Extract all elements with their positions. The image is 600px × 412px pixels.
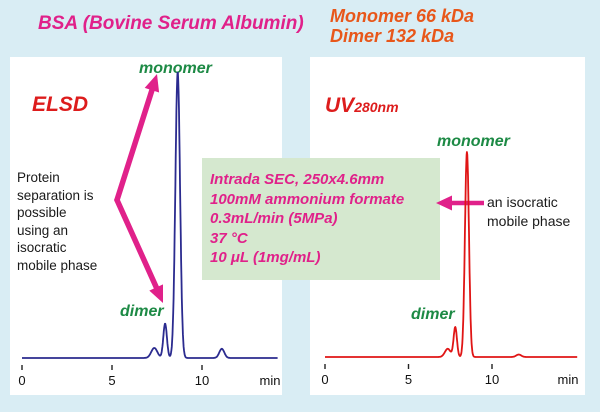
x-tick-label: 5 <box>405 372 412 387</box>
dimer-peak-label-right: dimer <box>411 306 455 323</box>
isocratic-note-right: an isocratic mobile phase <box>487 194 571 229</box>
x-tick-label: 0 <box>18 373 25 388</box>
monomer-peak-label-right: monomer <box>437 133 510 150</box>
uv-text: UV <box>325 94 355 117</box>
method-conditions-box: Intrada SEC, 250x4.6mm 100mM ammonium fo… <box>202 158 440 280</box>
dimer-mass: Dimer 132 kDa <box>330 26 455 46</box>
elsd-panel: 0 5 10 min ELSD monomer dimer Protein separ… <box>10 57 282 395</box>
x-tick-label: 10 <box>485 372 499 387</box>
x-tick-label: 0 <box>321 372 328 387</box>
elsd-chromatogram-svg: 0 5 10 min <box>18 71 281 388</box>
uv-detector-label: UV280nm <box>325 94 399 118</box>
method-mobile-phase: 100mM ammonium formate <box>210 190 405 208</box>
x-tick-label: 5 <box>108 373 115 388</box>
method-flow-rate: 0.3mL/min (5MPa) <box>210 210 338 227</box>
x-tick-label: 10 <box>195 373 209 388</box>
method-temperature: 37 °C <box>210 229 248 247</box>
x-axis-unit-label: min <box>558 372 579 387</box>
uv-panel: 0 5 10 min UV280nm monomer dimer an isocrat… <box>310 57 585 395</box>
method-injection: 10 μL (1mg/mL) <box>210 249 321 266</box>
dimer-peak-label-left: dimer <box>120 303 164 320</box>
uv-chromatogram-svg: 0 5 10 min <box>321 151 579 387</box>
figure-title: BSA (Bovine Serum Albumin) <box>38 13 304 34</box>
method-column: Intrada SEC, 250x4.6mm <box>210 171 385 188</box>
isocratic-note-left: Protein separation is possible using an … <box>17 170 98 273</box>
uv280nm-trace <box>324 151 578 358</box>
elsd-detector-label: ELSD <box>32 93 89 116</box>
monomer-peak-label-left: monomer <box>139 60 212 77</box>
molecular-mass-note: Monomer 66 kDa Dimer 132 kDa <box>330 6 474 46</box>
elsd-trace <box>21 71 279 359</box>
uv-wavelength-subscript: 280nm <box>354 99 399 115</box>
monomer-mass: Monomer 66 kDa <box>330 6 475 26</box>
x-axis-unit-label: min <box>260 373 281 388</box>
